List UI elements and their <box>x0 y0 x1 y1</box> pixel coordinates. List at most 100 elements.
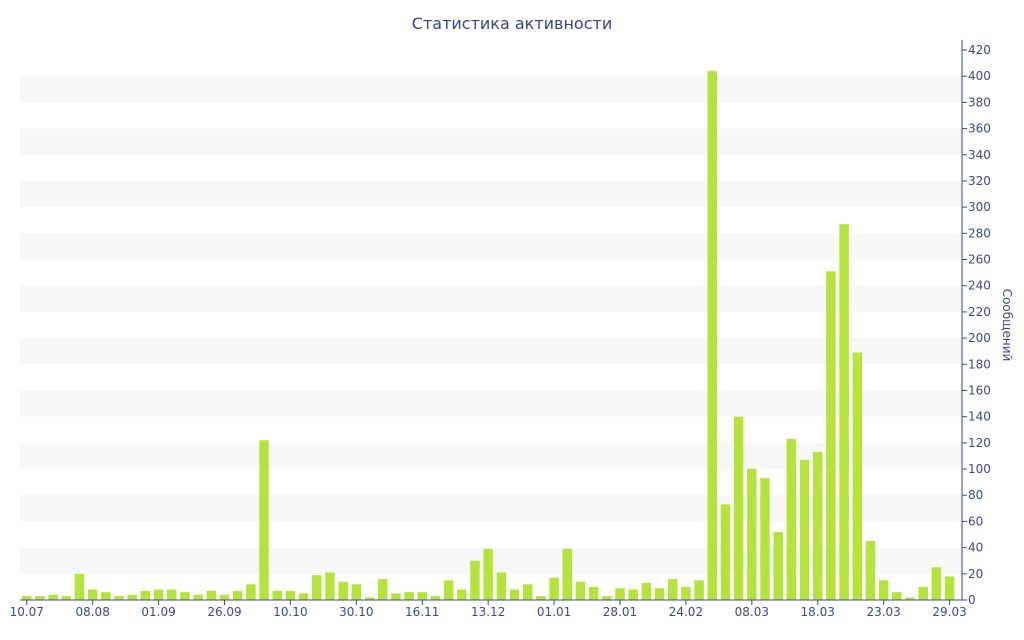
bar <box>351 584 362 600</box>
x-tick-label: 13.12 <box>471 605 505 619</box>
bar <box>931 567 942 600</box>
grid-band <box>20 233 962 260</box>
bar <box>654 588 665 600</box>
y-tick-label: 400 <box>968 69 991 83</box>
bar <box>457 589 467 600</box>
bar <box>338 581 348 600</box>
y-tick-label: 60 <box>968 514 983 528</box>
x-tick-label: 01.01 <box>537 605 571 619</box>
bar <box>905 597 915 600</box>
bar <box>549 577 559 600</box>
bar <box>74 573 85 600</box>
bar <box>153 589 164 600</box>
y-tick-label: 120 <box>968 436 991 450</box>
grid-band <box>20 285 962 312</box>
x-tick-label: 29.03 <box>932 605 966 619</box>
x-tick-label: 01.09 <box>141 605 175 619</box>
bar <box>483 548 493 600</box>
bar <box>720 504 731 600</box>
x-tick-label: 08.03 <box>735 605 769 619</box>
bar <box>167 589 177 600</box>
y-tick-label: 260 <box>968 253 991 267</box>
x-axis: 10.07 08.08 01.09 26.09 10.10 30.10 16.11 13.12… <box>10 599 967 619</box>
bar <box>667 579 678 600</box>
bar <box>127 594 137 600</box>
grid-band <box>20 180 962 208</box>
bar <box>496 572 507 600</box>
bar <box>733 416 744 600</box>
y-tick-label: 80 <box>968 488 983 502</box>
bar <box>575 581 586 600</box>
x-tick-label: 10.10 <box>273 605 307 619</box>
bar <box>536 596 546 600</box>
bar <box>140 590 151 600</box>
bar <box>812 452 823 600</box>
bar <box>509 589 520 600</box>
bar <box>114 596 124 600</box>
bar <box>878 580 889 600</box>
y-tick-label: 0 <box>968 593 976 607</box>
bar <box>312 575 322 600</box>
grid-band <box>20 338 962 365</box>
y-tick-label: 240 <box>968 279 991 293</box>
bar <box>48 594 58 600</box>
bar <box>232 590 243 600</box>
x-tick-label: 18.03 <box>801 605 835 619</box>
bar <box>272 590 282 600</box>
bar <box>180 592 190 600</box>
bar <box>285 590 296 600</box>
bar <box>641 582 652 600</box>
bar <box>615 588 625 600</box>
bar <box>892 592 902 600</box>
y-tick-label: 420 <box>968 43 991 57</box>
bar <box>364 597 375 600</box>
chart-title: Статистика активности <box>411 14 613 33</box>
y-tick-label: 380 <box>968 95 991 109</box>
grid-band <box>20 76 962 103</box>
bar <box>417 592 427 600</box>
y-axis-title: Сообщений <box>1000 289 1014 362</box>
bar <box>799 459 810 600</box>
x-tick-label: 16.11 <box>405 605 439 619</box>
bar <box>101 592 111 600</box>
y-tick-label: 360 <box>968 122 991 136</box>
bars <box>22 70 955 601</box>
grid-bands <box>20 76 962 574</box>
y-tick-label: 300 <box>968 200 991 214</box>
bar <box>443 580 454 600</box>
x-tick-label: 08.08 <box>75 605 109 619</box>
bar <box>206 590 217 600</box>
y-tick-label: 40 <box>968 541 983 555</box>
y-axis: 0 20 40 60 80 100 120 140 160 180 200 220 240 260 280 3… <box>961 40 991 607</box>
grid-band <box>20 390 962 417</box>
bar <box>522 584 533 600</box>
bar <box>219 594 230 600</box>
x-tick-label: 28.01 <box>603 605 637 619</box>
y-tick-label: 20 <box>968 567 983 581</box>
bar <box>852 352 863 600</box>
bar <box>628 589 638 600</box>
bar <box>22 596 32 600</box>
bar <box>694 580 704 600</box>
bar <box>918 586 928 600</box>
y-tick-label: 160 <box>968 383 991 397</box>
y-tick-label: 280 <box>968 226 991 240</box>
grid-band <box>20 128 962 155</box>
y-tick-label: 180 <box>968 357 991 371</box>
y-tick-label: 320 <box>968 174 991 188</box>
bar <box>193 594 203 600</box>
bar <box>61 596 72 600</box>
bar <box>839 224 849 601</box>
bar <box>588 586 599 600</box>
x-tick-label: 23.03 <box>866 605 900 619</box>
bar <box>826 271 836 600</box>
bar <box>773 531 783 600</box>
bar <box>430 596 441 600</box>
bar <box>325 572 335 600</box>
bar <box>391 593 401 600</box>
bar <box>865 541 876 600</box>
y-tick-label: 340 <box>968 148 991 162</box>
bar <box>377 579 388 600</box>
y-tick-label: 140 <box>968 410 991 424</box>
